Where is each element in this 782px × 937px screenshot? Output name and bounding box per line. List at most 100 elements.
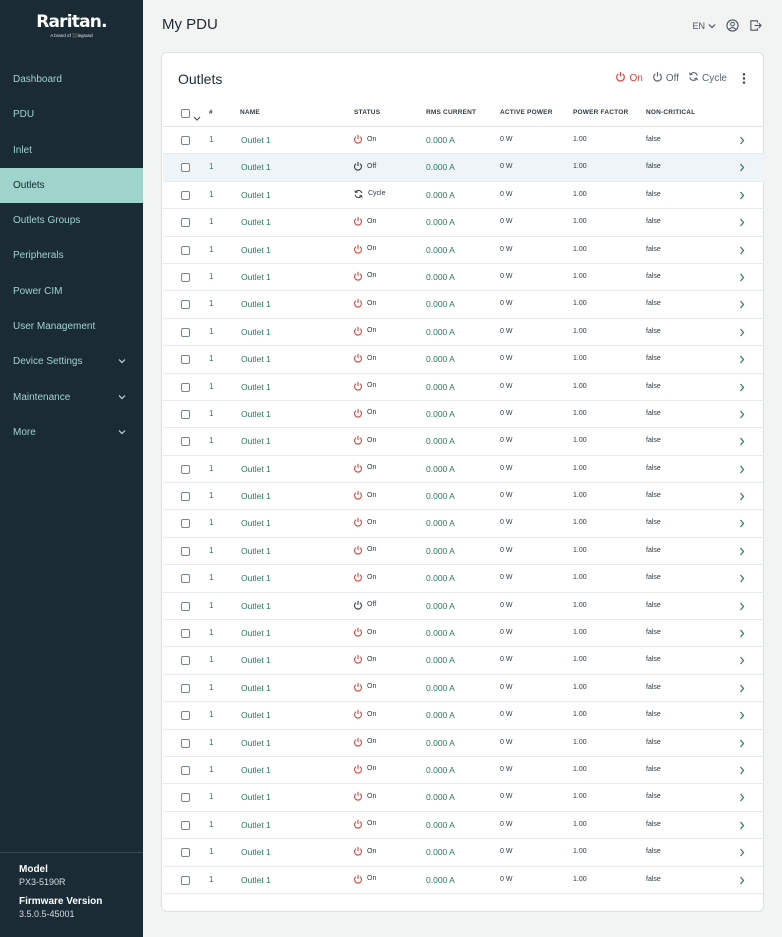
chevron-right-icon[interactable] — [739, 739, 745, 750]
chevron-right-icon[interactable] — [739, 547, 745, 558]
outlet-name-link[interactable]: Outlet 1 — [241, 819, 271, 830]
outlet-name-link[interactable]: Outlet 1 — [241, 682, 271, 693]
sidebar-item-outlets[interactable]: Outlets — [0, 167, 143, 204]
chevron-right-icon[interactable] — [739, 163, 745, 174]
chevron-right-icon[interactable] — [739, 848, 745, 859]
outlet-name-link[interactable]: Outlet 1 — [241, 792, 271, 803]
row-checkbox[interactable] — [181, 163, 190, 173]
row-checkbox[interactable] — [181, 820, 190, 830]
sidebar-item-more[interactable]: More — [0, 415, 143, 450]
row-checkbox[interactable] — [181, 848, 190, 858]
chevron-right-icon[interactable] — [739, 766, 745, 777]
table-row[interactable]: 1 Outlet 1 On 0.000 A 0 W 1.00 false — [163, 401, 764, 429]
chevron-right-icon[interactable] — [739, 876, 745, 887]
chevron-right-icon[interactable] — [739, 383, 745, 394]
outlet-name-link[interactable]: Outlet 1 — [241, 135, 271, 145]
table-row[interactable]: 1 Outlet 1 On 0.000 A 0 W 1.00 false — [163, 839, 764, 867]
row-checkbox[interactable] — [181, 382, 190, 392]
outlet-name-link[interactable]: Outlet 1 — [241, 737, 271, 748]
chevron-right-icon[interactable] — [739, 629, 745, 640]
chevron-right-icon[interactable] — [739, 191, 745, 202]
row-checkbox[interactable] — [181, 765, 190, 775]
chevron-right-icon[interactable] — [739, 519, 745, 530]
row-checkbox[interactable] — [181, 875, 190, 885]
table-row[interactable]: 1 Outlet 1 On 0.000 A 0 W 1.00 false — [163, 237, 764, 264]
outlet-name-link[interactable]: Outlet 1 — [241, 354, 271, 365]
chevron-right-icon[interactable] — [739, 355, 745, 366]
outlet-name-link[interactable]: Outlet 1 — [241, 545, 271, 556]
table-row[interactable]: 1 Outlet 1 On 0.000 A 0 W 1.00 false — [163, 483, 764, 511]
chevron-right-icon[interactable] — [739, 821, 745, 832]
outlet-name-link[interactable]: Outlet 1 — [241, 874, 271, 885]
row-checkbox[interactable] — [181, 574, 190, 584]
outlet-name-link[interactable]: Outlet 1 — [241, 764, 271, 775]
more-vertical-icon[interactable] — [741, 72, 747, 85]
row-checkbox[interactable] — [181, 711, 190, 721]
table-row[interactable]: 1 Outlet 1 On 0.000 A 0 W 1.00 false — [163, 456, 764, 484]
outlet-name-link[interactable]: Outlet 1 — [241, 491, 271, 502]
select-all-checkbox[interactable] — [181, 109, 190, 118]
chevron-right-icon[interactable] — [739, 793, 745, 804]
table-row[interactable]: 1 Outlet 1 On 0.000 A 0 W 1.00 false — [163, 812, 764, 840]
row-checkbox[interactable] — [181, 218, 190, 228]
outlet-name-link[interactable]: Outlet 1 — [241, 573, 271, 584]
row-checkbox[interactable] — [181, 464, 190, 474]
row-checkbox[interactable] — [181, 519, 190, 529]
row-checkbox[interactable] — [181, 793, 190, 803]
chevron-right-icon[interactable] — [739, 602, 745, 613]
outlet-name-link[interactable]: Outlet 1 — [241, 463, 271, 474]
sidebar-item-outlets-groups[interactable]: Outlets Groups — [0, 203, 143, 238]
row-checkbox[interactable] — [181, 327, 190, 337]
chevron-right-icon[interactable] — [739, 465, 745, 476]
chevron-right-icon[interactable] — [739, 711, 745, 722]
outlet-name-link[interactable]: Outlet 1 — [241, 162, 271, 173]
table-row[interactable]: 1 Outlet 1 On 0.000 A 0 W 1.00 false — [163, 346, 764, 374]
table-row[interactable]: 1 Outlet 1 Cycle 0.000 A 0 W 1.00 false — [163, 182, 764, 210]
table-row[interactable]: 1 Outlet 1 On 0.000 A 0 W 1.00 false — [163, 538, 764, 566]
table-row[interactable]: 1 Outlet 1 On 0.000 A 0 W 1.00 false — [163, 675, 764, 703]
sidebar-item-peripherals[interactable]: Peripherals — [0, 238, 143, 273]
row-checkbox[interactable] — [181, 492, 190, 502]
chevron-right-icon[interactable] — [739, 136, 745, 147]
table-row[interactable]: 1 Outlet 1 On 0.000 A 0 W 1.00 false — [163, 209, 764, 237]
outlet-name-link[interactable]: Outlet 1 — [241, 189, 271, 200]
table-row[interactable]: 1 Outlet 1 On 0.000 A 0 W 1.00 false — [163, 647, 764, 675]
outlet-name-link[interactable]: Outlet 1 — [241, 518, 271, 529]
chevron-right-icon[interactable] — [739, 437, 745, 448]
table-row[interactable]: 1 Outlet 1 On 0.000 A 0 W 1.00 false — [163, 319, 764, 347]
outlet-name-link[interactable]: Outlet 1 — [241, 600, 271, 611]
table-row[interactable]: 1 Outlet 1 On 0.000 A 0 W 1.00 false — [163, 127, 764, 155]
outlet-name-link[interactable]: Outlet 1 — [241, 847, 271, 858]
chevron-down-icon[interactable] — [193, 109, 201, 127]
outlet-name-link[interactable]: Outlet 1 — [241, 710, 271, 721]
power-off-button[interactable]: Off — [652, 71, 679, 85]
row-checkbox[interactable] — [181, 546, 190, 556]
row-checkbox[interactable] — [181, 601, 190, 611]
outlet-name-link[interactable]: Outlet 1 — [241, 271, 271, 282]
table-row[interactable]: 1 Outlet 1 On 0.000 A 0 W 1.00 false — [163, 291, 764, 319]
sidebar-item-device-settings[interactable]: Device Settings — [0, 344, 143, 379]
outlet-name-link[interactable]: Outlet 1 — [241, 628, 271, 639]
row-checkbox[interactable] — [181, 190, 190, 200]
table-row[interactable]: 1 Outlet 1 Off 0.000 A 0 W 1.00 false — [163, 154, 764, 182]
row-checkbox[interactable] — [181, 409, 190, 419]
column-status[interactable]: STATUS — [354, 109, 381, 116]
outlet-name-link[interactable]: Outlet 1 — [241, 217, 271, 228]
table-row[interactable]: 1 Outlet 1 On 0.000 A 0 W 1.00 false — [163, 702, 764, 730]
table-row[interactable]: 1 Outlet 1 Off 0.000 A 0 W 1.00 false — [163, 593, 764, 621]
table-row[interactable]: 1 Outlet 1 On 0.000 A 0 W 1.00 false — [163, 510, 764, 538]
sidebar-item-pdu[interactable]: PDU — [0, 97, 143, 132]
sidebar-item-power-cim[interactable]: Power CIM — [0, 274, 143, 309]
table-row[interactable]: 1 Outlet 1 On 0.000 A 0 W 1.00 false — [163, 565, 764, 593]
table-row[interactable]: 1 Outlet 1 On 0.000 A 0 W 1.00 false — [163, 757, 764, 785]
table-row[interactable]: 1 Outlet 1 On 0.000 A 0 W 1.00 false — [163, 730, 764, 757]
logout-icon[interactable] — [749, 19, 762, 32]
chevron-right-icon[interactable] — [739, 328, 745, 339]
row-checkbox[interactable] — [181, 300, 190, 310]
sidebar-item-inlet[interactable]: Inlet — [0, 133, 143, 168]
table-row[interactable]: 1 Outlet 1 On 0.000 A 0 W 1.00 false — [163, 867, 764, 894]
outlet-name-link[interactable]: Outlet 1 — [241, 244, 271, 255]
sidebar-item-user-management[interactable]: User Management — [0, 309, 143, 344]
sidebar-item-maintenance[interactable]: Maintenance — [0, 380, 143, 415]
table-row[interactable]: 1 Outlet 1 On 0.000 A 0 W 1.00 false — [163, 784, 764, 812]
